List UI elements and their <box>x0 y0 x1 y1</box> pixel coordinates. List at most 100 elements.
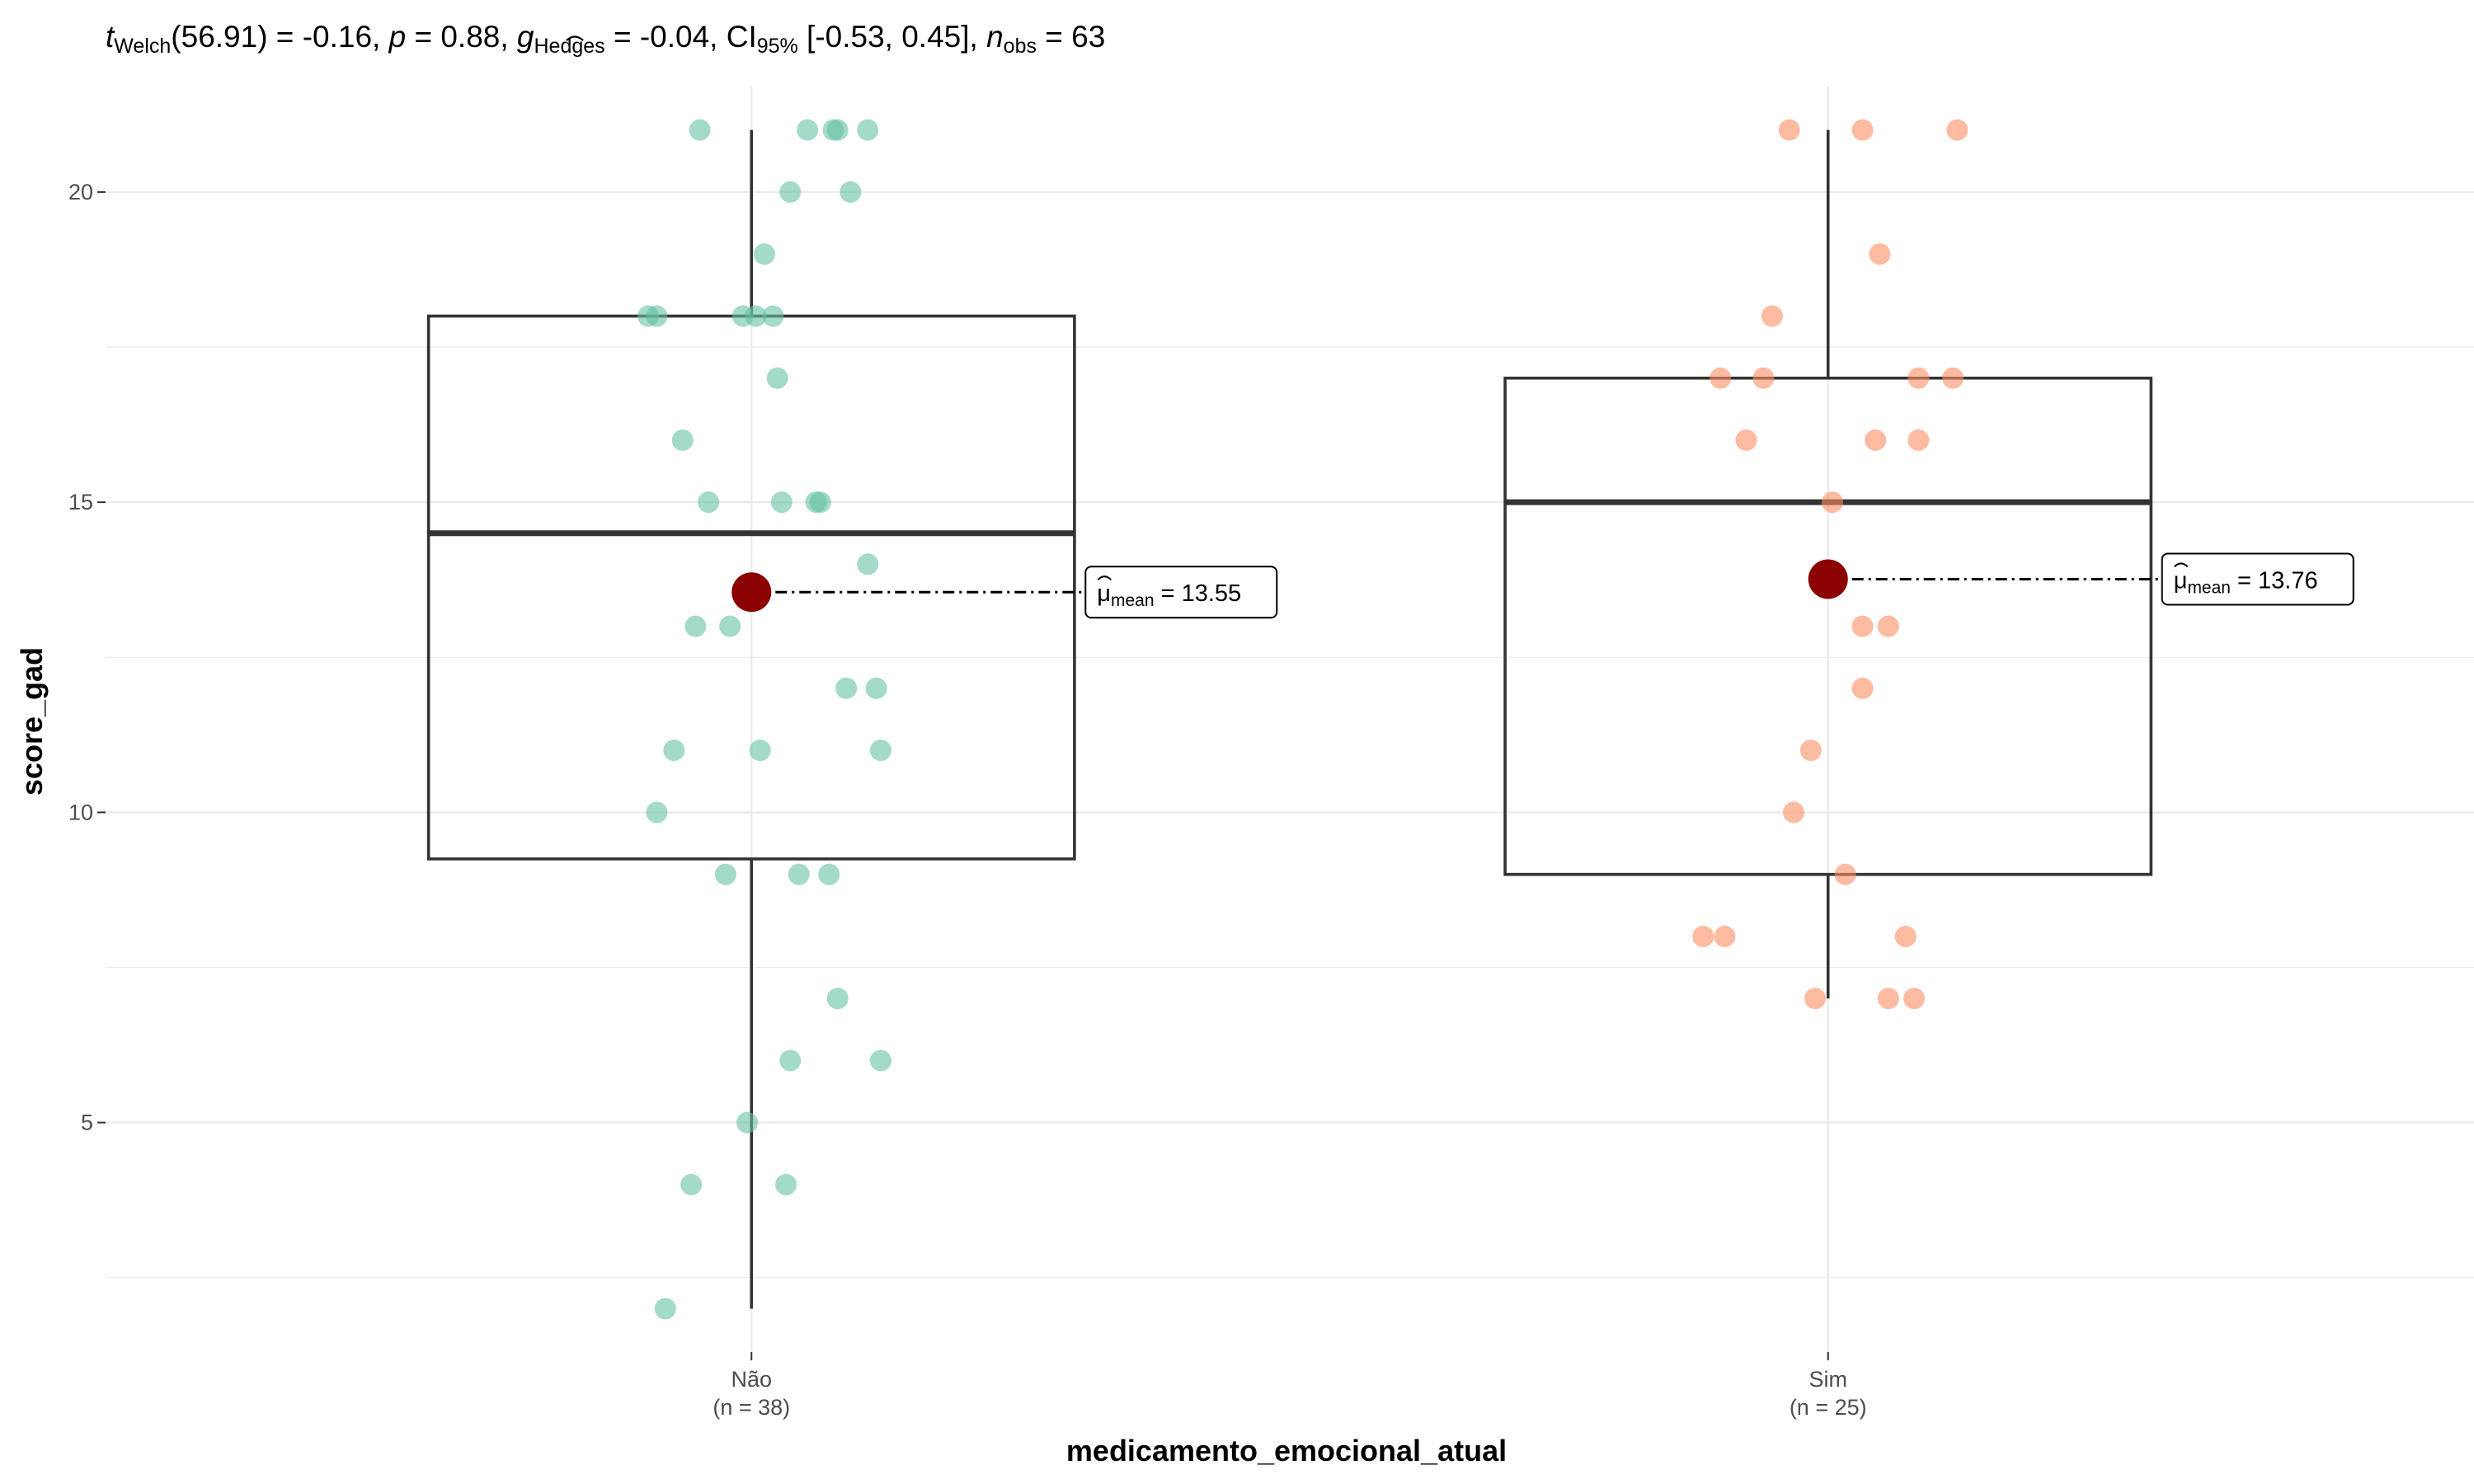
subtitle-g: g <box>517 20 534 54</box>
data-point <box>835 677 858 699</box>
data-point <box>680 1173 703 1195</box>
data-point <box>1851 119 1874 141</box>
mean-point <box>731 572 772 613</box>
data-point <box>770 491 793 514</box>
x-tick-n-label: (n = 25) <box>1790 1395 1867 1420</box>
data-point <box>779 181 802 203</box>
data-point <box>753 243 775 265</box>
mean-label-value: = 13.76 <box>2231 567 2318 594</box>
data-point <box>1821 491 1843 514</box>
data-point <box>788 863 810 885</box>
data-point <box>1946 119 1968 141</box>
data-point <box>1894 925 1917 947</box>
mean-label-sub: mean <box>1111 591 1155 610</box>
mean-label-sub: mean <box>2187 578 2231 597</box>
mean-label-hat <box>1097 575 1112 580</box>
data-point <box>865 677 887 699</box>
data-point <box>869 740 891 762</box>
subtitle-n: n <box>986 20 1004 54</box>
data-point <box>745 305 767 327</box>
data-point <box>1851 615 1874 637</box>
x-tick-label: Sim <box>1808 1367 1847 1392</box>
subtitle-ci-sub: 95% <box>757 35 798 58</box>
data-point <box>1782 801 1804 824</box>
y-axis-title: score_gad <box>15 647 49 796</box>
data-point <box>809 491 831 514</box>
data-point <box>818 863 840 885</box>
data-point <box>654 1298 676 1320</box>
data-point <box>1877 615 1899 637</box>
mean-label: μmean = 13.76 <box>2174 567 2318 597</box>
data-point <box>762 305 784 327</box>
y-tick-label: 5 <box>81 1111 93 1135</box>
subtitle-t: t <box>106 20 115 54</box>
data-point <box>826 988 849 1010</box>
data-point <box>826 119 849 141</box>
data-point <box>1877 988 1899 1010</box>
subtitle-t-value: (56.91) = -0.16, <box>171 20 388 54</box>
y-axis-ticks: 5 10 15 20 <box>68 180 106 1135</box>
data-point <box>1752 367 1775 389</box>
mean-markers: μmean = 13.55 μmean = 13.76 <box>731 552 2354 619</box>
data-point <box>869 1050 891 1072</box>
data-point <box>663 740 685 762</box>
subtitle-p: p <box>388 20 407 54</box>
data-point <box>749 740 771 762</box>
data-point <box>1714 925 1736 947</box>
data-point <box>1865 429 1887 451</box>
mean-label-box <box>1084 566 1278 619</box>
y-tick-label: 20 <box>68 180 93 204</box>
subtitle-text: tWelch(56.91) = -0.16, p = 0.88, gHedges… <box>106 20 1105 58</box>
subtitle-g-value: = -0.04, CI <box>605 20 757 54</box>
data-point <box>1903 988 1926 1010</box>
x-tick-n-label: (n = 38) <box>713 1395 790 1420</box>
mean-label-value: = 13.55 <box>1155 580 1242 607</box>
data-point <box>1804 988 1827 1010</box>
mean-label: μmean = 13.55 <box>1097 580 1241 610</box>
data-point <box>1834 863 1856 885</box>
data-point <box>1761 305 1783 327</box>
x-tick-label: Não <box>731 1367 773 1392</box>
data-point <box>698 491 720 514</box>
subtitle-n-value: = 63 <box>1037 20 1105 54</box>
grid <box>106 87 2474 1352</box>
data-point <box>736 1111 759 1134</box>
data-point <box>646 801 668 824</box>
mean-label-hat <box>2174 562 2189 568</box>
chart-subtitle: tWelch(56.91) = -0.16, p = 0.88, gHedges… <box>106 20 1105 58</box>
data-point <box>714 863 736 885</box>
data-point <box>797 119 819 141</box>
x-axis-ticks: Não (n = 38) Sim (n = 25) <box>713 1352 1867 1420</box>
mean-label-box <box>2161 552 2354 606</box>
mean-label-mu: μ <box>2174 567 2188 594</box>
data-point <box>1710 367 1732 389</box>
g-hat-accent <box>566 35 584 41</box>
data-point <box>1869 243 1891 265</box>
mean-label-mu: μ <box>1097 580 1111 607</box>
subtitle-p-value: = 0.88, <box>406 20 517 54</box>
data-point <box>840 181 862 203</box>
data-point <box>1692 925 1714 947</box>
data-point <box>646 305 668 327</box>
data-point <box>1735 429 1757 451</box>
boxplots <box>426 129 2153 1309</box>
data-point <box>1851 677 1874 699</box>
data-point <box>684 615 707 637</box>
data-point <box>775 1173 797 1195</box>
mean-point <box>1808 559 1848 599</box>
data-points <box>637 119 1968 1320</box>
y-tick-label: 15 <box>68 490 93 514</box>
box-iqr <box>1503 376 2153 876</box>
data-point <box>719 615 741 637</box>
data-point <box>857 119 879 141</box>
subtitle-t-sub: Welch <box>114 35 171 58</box>
subtitle-n-sub: obs <box>1004 35 1037 58</box>
data-point <box>671 429 694 451</box>
x-axis-title: medicamento_emocional_atual <box>1066 1434 1507 1468</box>
data-point <box>1907 429 1930 451</box>
data-point <box>1942 367 1964 389</box>
data-point <box>689 119 711 141</box>
y-tick-label: 10 <box>68 800 93 824</box>
data-point <box>766 367 788 389</box>
